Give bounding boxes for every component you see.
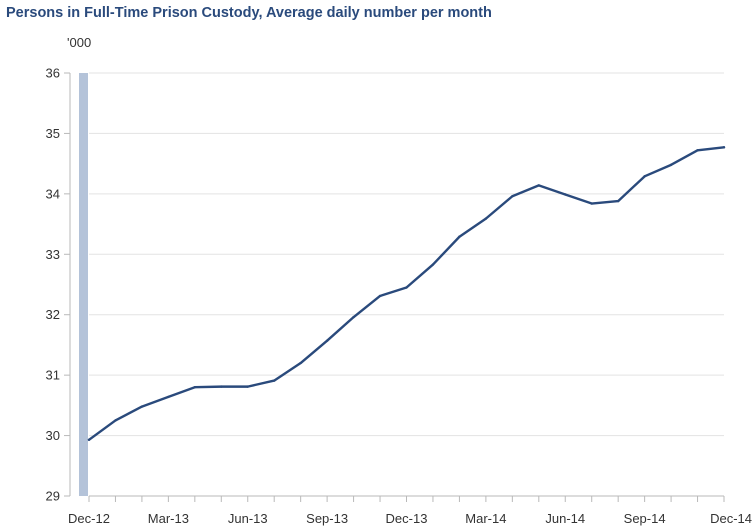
y-tick-label: 36 (46, 66, 60, 81)
x-tick-label: Dec-12 (68, 511, 110, 526)
x-tick-label: Mar-14 (465, 511, 506, 526)
y-axis-unit-label: '000 (67, 35, 92, 50)
data-point (325, 339, 329, 342)
axes (64, 72, 725, 502)
x-tick-label: Sep-13 (306, 511, 348, 526)
x-tick-labels: Dec-12 Mar-13 Jun-13 Sep-13 Dec-13 Mar-14 Jun-… (68, 511, 752, 526)
gridlines (89, 72, 724, 497)
data-point (643, 175, 646, 178)
data-point (405, 286, 408, 289)
data-point (484, 217, 488, 220)
series-layer (87, 146, 726, 442)
y-tick-label: 31 (46, 368, 60, 383)
x-tick-label: Dec-13 (386, 511, 428, 526)
data-point (299, 361, 302, 365)
x-tick-label: Dec-14 (710, 511, 752, 526)
data-point (537, 184, 540, 187)
data-point (273, 379, 276, 382)
y-tick-label: 34 (46, 186, 60, 201)
y-tick-label: 29 (46, 489, 60, 504)
x-tick-label: Jun-14 (545, 511, 585, 526)
y-tick-label: 35 (46, 126, 60, 141)
x-tick-label: Sep-14 (624, 511, 666, 526)
data-point (511, 195, 514, 198)
data-point (564, 193, 567, 196)
data-point (590, 202, 593, 205)
data-point (378, 294, 382, 298)
y-tick-labels: 29 30 31 32 33 34 35 36 (46, 66, 60, 504)
y-tick-label: 30 (46, 428, 60, 443)
data-point (722, 146, 726, 149)
data-point (616, 199, 620, 203)
shaded-band-layer (79, 73, 88, 496)
data-point (352, 315, 355, 319)
data-point (167, 395, 170, 399)
data-point (696, 149, 699, 152)
data-point (246, 385, 249, 388)
data-point (193, 386, 197, 389)
data-point (87, 438, 91, 442)
shaded-band (79, 73, 88, 496)
series-line (87, 146, 726, 441)
data-point (140, 405, 144, 408)
chart-title: Persons in Full-Time Prison Custody, Ave… (6, 5, 492, 21)
data-point (220, 385, 223, 388)
data-point (431, 263, 435, 266)
y-tick-label: 32 (46, 307, 60, 322)
x-tick-label: Mar-13 (148, 511, 189, 526)
data-point (669, 163, 673, 167)
x-tick-label: Jun-13 (228, 511, 268, 526)
data-point (114, 419, 117, 422)
y-tick-label: 33 (46, 247, 60, 262)
data-point (458, 235, 461, 238)
